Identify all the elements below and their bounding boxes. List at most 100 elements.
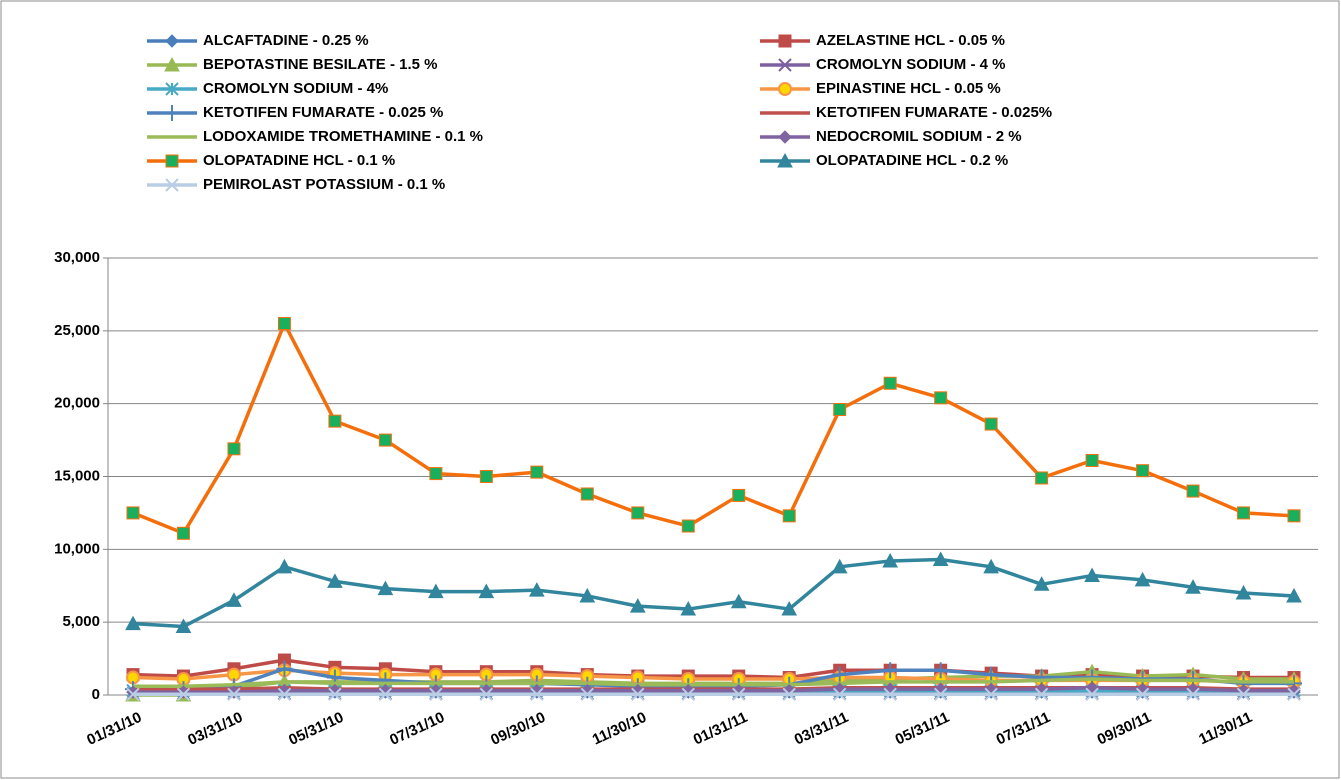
marker [164,56,180,72]
series-line [132,321,1295,536]
marker [277,687,292,701]
marker [227,687,241,701]
marker [831,558,848,574]
y-tick-label: 5,000 [62,613,100,630]
marker [1085,687,1099,701]
legend-label: EPINASTINE HCL - 0.05 % [816,80,1001,97]
legend-label: BEPOTASTINE BESILATE - 1.5 % [203,56,437,73]
legend-label: CROMOLYN SODIUM - 4 % [816,56,1005,73]
legend-label: KETOTIFEN FUMARATE - 0.025 % [203,104,443,121]
marker [176,526,190,540]
marker [126,687,140,701]
marker [377,580,394,596]
marker [778,34,792,48]
series-line [132,658,1294,680]
legend-label: ALCAFTADINE - 0.25 % [203,32,369,49]
marker [983,666,1000,683]
marker [631,687,645,701]
marker [478,583,495,599]
marker [528,582,545,597]
marker [580,687,595,701]
marker [833,402,847,416]
marker [730,593,747,609]
marker [1034,687,1049,701]
marker [932,662,949,679]
marker [328,414,342,428]
marker [882,552,899,568]
marker [1186,687,1200,701]
legend-label: AZELASTINE HCL - 0.05 % [816,32,1005,49]
marker [165,82,179,96]
marker [778,130,792,144]
marker [732,687,746,701]
marker [378,687,393,701]
legend-label: KETOTIFEN FUMARATE - 0.025% [816,104,1052,121]
marker [883,376,897,390]
marker [165,178,179,192]
marker [1185,579,1201,594]
series-line [132,557,1295,629]
marker [781,601,798,616]
marker [530,687,544,701]
marker [327,573,343,588]
marker [165,34,179,48]
marker [983,558,999,574]
marker [1085,453,1099,467]
y-tick-label: 25,000 [54,322,100,339]
marker [1287,509,1301,523]
y-tick-label: 0 [92,686,100,703]
marker [1235,584,1252,600]
marker [428,583,444,599]
marker [1033,576,1050,591]
series-line [133,677,1294,689]
marker [882,662,899,679]
marker [429,687,443,701]
marker [777,152,793,168]
legend-label: PEMIROLAST POTASSIUM - 0.1 % [203,176,445,193]
marker [778,82,792,96]
marker [479,687,494,701]
marker [165,154,179,168]
marker [176,687,191,701]
marker [732,488,746,502]
marker [1287,687,1301,701]
marker [1286,587,1302,603]
y-tick-label: 15,000 [54,467,100,484]
marker [175,618,192,634]
marker [681,687,695,701]
marker [479,470,493,483]
marker [328,687,342,701]
marker [1135,687,1150,701]
marker [277,317,291,331]
marker [276,558,293,574]
marker [832,687,847,701]
marker [631,506,645,520]
marker [934,391,948,405]
marker [681,519,695,533]
marker [125,615,141,631]
legend-label: OLOPATADINE HCL - 0.2 % [816,152,1008,169]
legend-label: LODOXAMIDE TROMETHAMINE - 0.1 % [203,128,483,145]
marker [227,442,241,456]
marker [1237,506,1251,520]
marker [164,105,180,121]
marker [831,666,848,683]
series-line [133,685,1294,694]
marker [1035,471,1049,485]
marker [126,506,140,520]
marker [226,592,242,607]
marker [1084,567,1100,583]
marker [1186,484,1200,498]
legend-label: CROMOLYN SODIUM - 4% [203,80,388,97]
marker [782,509,796,523]
marker [680,601,697,616]
marker [782,687,796,701]
marker [1236,687,1251,701]
marker [378,433,392,447]
marker [932,551,949,567]
marker [1134,571,1151,587]
legend-label: OLOPATADINE HCL - 0.1 % [203,152,395,169]
y-tick-label: 30,000 [54,249,100,266]
